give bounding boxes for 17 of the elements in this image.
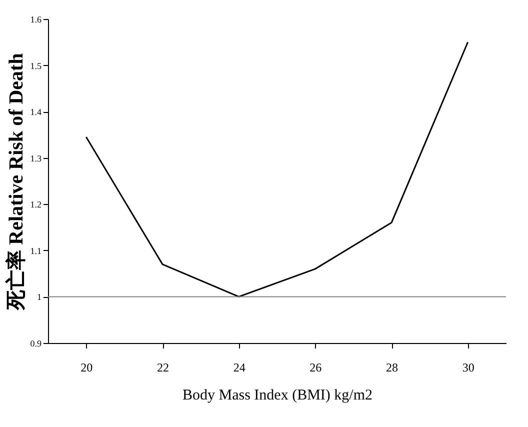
x-tick-label: 24: [233, 360, 246, 374]
line-series: [85, 41, 469, 298]
x-tick-label: 20: [80, 360, 93, 374]
y-tick-label: 1.4: [30, 107, 42, 118]
y-tick-label: 1.3: [30, 153, 42, 164]
x-tick-label: 28: [386, 360, 398, 374]
y-tick-label: 1.5: [30, 60, 42, 71]
y-axis-title: 死亡率 Relative Risk of Death: [4, 53, 28, 311]
y-tick-label: 1.6: [30, 14, 42, 24]
y-tick-label: 1.2: [30, 200, 42, 210]
y-tick-label: 0.9: [30, 338, 42, 348]
x-tick-label: 22: [157, 360, 169, 374]
x-tick-label: 30: [462, 360, 474, 374]
y-tick-label: 1: [37, 292, 42, 302]
x-tick-label: 26: [310, 360, 322, 374]
y-tick-label: 1.1: [30, 246, 42, 256]
x-axis-title: Body Mass Index (BMI) kg/m2: [182, 388, 372, 404]
